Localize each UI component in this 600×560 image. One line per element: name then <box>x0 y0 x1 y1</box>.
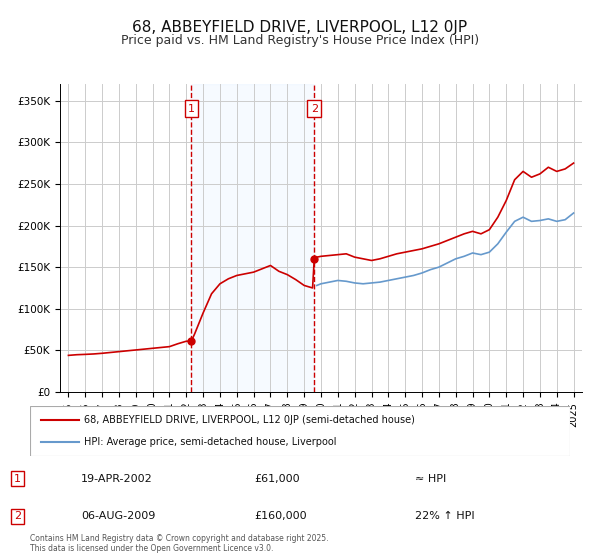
Text: ≈ HPI: ≈ HPI <box>415 474 446 484</box>
Text: 06-AUG-2009: 06-AUG-2009 <box>81 511 155 521</box>
Text: £160,000: £160,000 <box>254 511 307 521</box>
Text: 1: 1 <box>14 474 21 484</box>
Text: 68, ABBEYFIELD DRIVE, LIVERPOOL, L12 0JP: 68, ABBEYFIELD DRIVE, LIVERPOOL, L12 0JP <box>133 20 467 35</box>
Text: 19-APR-2002: 19-APR-2002 <box>81 474 153 484</box>
Text: 22% ↑ HPI: 22% ↑ HPI <box>415 511 475 521</box>
Text: 2: 2 <box>311 104 318 114</box>
FancyBboxPatch shape <box>30 406 570 456</box>
Text: £61,000: £61,000 <box>254 474 299 484</box>
Text: HPI: Average price, semi-detached house, Liverpool: HPI: Average price, semi-detached house,… <box>84 437 337 447</box>
Text: Price paid vs. HM Land Registry's House Price Index (HPI): Price paid vs. HM Land Registry's House … <box>121 34 479 46</box>
Text: 1: 1 <box>188 104 195 114</box>
Text: 2: 2 <box>14 511 22 521</box>
Text: Contains HM Land Registry data © Crown copyright and database right 2025.
This d: Contains HM Land Registry data © Crown c… <box>30 534 329 553</box>
Text: 68, ABBEYFIELD DRIVE, LIVERPOOL, L12 0JP (semi-detached house): 68, ABBEYFIELD DRIVE, LIVERPOOL, L12 0JP… <box>84 415 415 425</box>
Bar <box>191 84 314 392</box>
